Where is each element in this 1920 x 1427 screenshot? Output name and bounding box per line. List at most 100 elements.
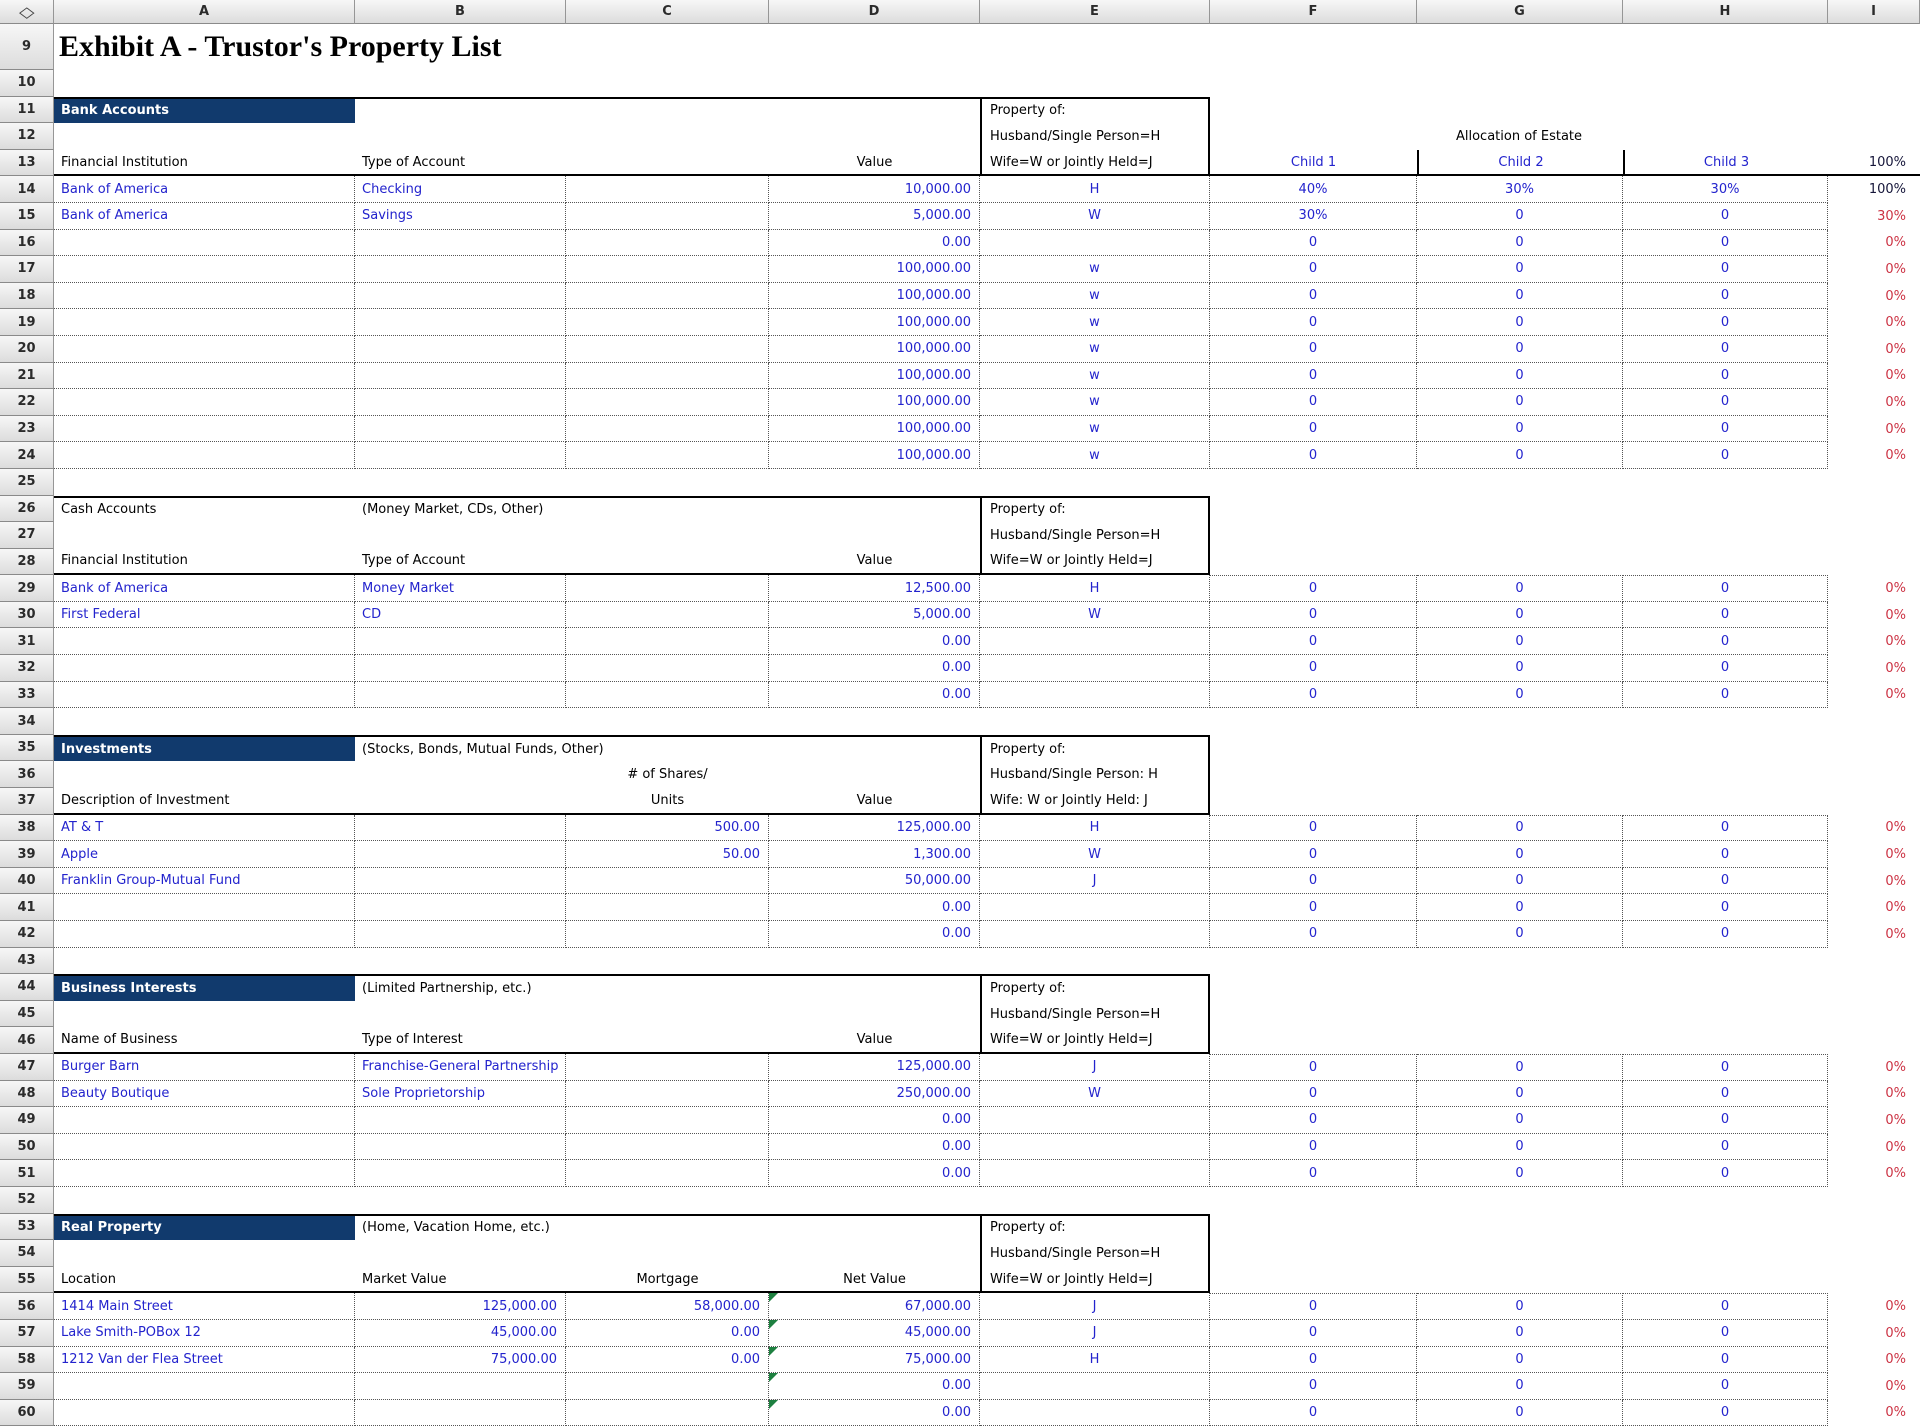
cell-F44[interactable] [1210, 974, 1417, 1001]
row-header-39[interactable]: 39 [0, 841, 54, 868]
cell-D35[interactable] [769, 734, 980, 762]
cell-F36[interactable] [1210, 761, 1417, 788]
cell-I56[interactable]: 0% [1885, 1299, 1906, 1315]
cell-C30[interactable] [566, 601, 769, 629]
cell-B13[interactable]: Type of Account [355, 150, 566, 177]
row-header-55[interactable]: 55 [0, 1266, 54, 1294]
cell-B51[interactable] [355, 1160, 566, 1187]
cell-C34[interactable] [566, 708, 769, 735]
cell-F31[interactable]: 0 [1210, 628, 1417, 656]
cell-E46[interactable]: Wife=W or Jointly Held=J [980, 1027, 1210, 1054]
cell-B19[interactable] [355, 309, 566, 336]
cell-C28[interactable] [566, 549, 769, 576]
cell-F23[interactable]: 0 [1210, 415, 1417, 443]
cell-E44[interactable]: Property of: [980, 974, 1210, 1001]
cell-B32[interactable] [355, 655, 566, 682]
cell-A41[interactable] [54, 894, 355, 921]
cell-F18[interactable]: 0 [1210, 282, 1417, 310]
cell-A58[interactable]: 1212 Van der Flea Street [54, 1346, 355, 1374]
cell-F60[interactable]: 0 [1210, 1399, 1417, 1427]
cell-H15[interactable]: 0 [1623, 202, 1828, 230]
cell-H41[interactable]: 0 [1623, 894, 1828, 921]
cell-D20[interactable]: 100,000.00 [769, 335, 980, 363]
cell-I39[interactable]: 0% [1885, 847, 1906, 863]
cell-I34[interactable] [1828, 708, 1920, 735]
cell-B31[interactable] [355, 628, 566, 656]
cell-F58[interactable]: 0 [1210, 1346, 1417, 1374]
cell-B33[interactable] [355, 681, 566, 709]
cell-H51[interactable]: 0 [1623, 1160, 1828, 1187]
row-header-56[interactable]: 56 [0, 1293, 54, 1320]
cell-C56[interactable]: 58,000.00 [566, 1293, 769, 1320]
cell-A47[interactable]: Burger Barn [54, 1053, 355, 1081]
cell-I57[interactable]: 0% [1885, 1325, 1906, 1341]
cell-E25[interactable] [980, 469, 1210, 496]
row-header-26[interactable]: 26 [0, 495, 54, 523]
cell-B46[interactable]: Type of Interest [355, 1027, 566, 1054]
cell-C55[interactable]: Mortgage [566, 1267, 769, 1294]
cell-G47[interactable]: 0 [1417, 1053, 1623, 1081]
cell-A39[interactable]: Apple [54, 841, 355, 868]
cell-E42[interactable] [980, 921, 1210, 948]
cell-H37[interactable] [1623, 788, 1828, 815]
cell-A52[interactable] [54, 1187, 355, 1214]
cell-G44[interactable] [1417, 974, 1623, 1001]
cell-A44[interactable]: Business Interests [54, 974, 355, 1001]
cell-B25[interactable] [355, 469, 566, 496]
cell-E22[interactable]: w [980, 389, 1210, 416]
cell-H57[interactable]: 0 [1623, 1319, 1828, 1347]
cell-C54[interactable] [566, 1240, 769, 1267]
cell-I14[interactable]: 100% [1868, 182, 1906, 198]
row-header-16[interactable]: 16 [0, 229, 54, 257]
cell-E53[interactable]: Property of: [980, 1213, 1210, 1241]
cell-E40[interactable]: J [980, 867, 1210, 895]
cell-H29[interactable]: 0 [1623, 575, 1828, 602]
cell-F38[interactable]: 0 [1210, 814, 1417, 842]
cell-A14[interactable]: Bank of America [54, 176, 355, 203]
cell-H44[interactable] [1623, 974, 1828, 1001]
cell-C38[interactable]: 500.00 [566, 814, 769, 842]
cell-I16[interactable]: 0% [1885, 235, 1906, 251]
cell-D14[interactable]: 10,000.00 [769, 176, 980, 203]
cell-F39[interactable]: 0 [1210, 841, 1417, 868]
column-header-E[interactable]: E [980, 0, 1210, 24]
cell-E50[interactable] [980, 1133, 1210, 1161]
cell-G15[interactable]: 0 [1417, 202, 1623, 230]
cell-G34[interactable] [1417, 708, 1623, 735]
cell-A55[interactable]: Location [54, 1267, 355, 1294]
cell-E52[interactable] [980, 1187, 1210, 1214]
row-header-25[interactable]: 25 [0, 468, 54, 496]
cell-B39[interactable] [355, 841, 566, 868]
cell-C37[interactable]: Units [566, 788, 769, 815]
cell-A51[interactable] [54, 1160, 355, 1187]
cell-C11[interactable] [566, 96, 769, 124]
cell-E47[interactable]: J [980, 1053, 1210, 1081]
cell-H17[interactable]: 0 [1623, 256, 1828, 283]
row-header-34[interactable]: 34 [0, 708, 54, 735]
cell-B59[interactable] [355, 1373, 566, 1400]
row-header-45[interactable]: 45 [0, 1000, 54, 1028]
cell-E57[interactable]: J [980, 1319, 1210, 1347]
cell-F21[interactable]: 0 [1210, 362, 1417, 390]
cell-E34[interactable] [980, 708, 1210, 735]
cell-F13[interactable]: Child 1 [1210, 150, 1417, 177]
cell-I32[interactable]: 0% [1885, 660, 1906, 676]
cell-B10[interactable] [355, 70, 566, 97]
cell-D51[interactable]: 0.00 [769, 1160, 980, 1187]
row-header-27[interactable]: 27 [0, 522, 54, 549]
cell-G36[interactable] [1417, 761, 1623, 788]
cell-C22[interactable] [566, 389, 769, 416]
row-header-30[interactable]: 30 [0, 601, 54, 629]
cell-E60[interactable] [980, 1399, 1210, 1427]
cell-A10[interactable] [54, 70, 355, 97]
cell-G33[interactable]: 0 [1417, 681, 1623, 709]
cell-C41[interactable] [566, 894, 769, 921]
cell-H52[interactable] [1623, 1187, 1828, 1214]
cell-B11[interactable] [355, 96, 566, 124]
row-header-43[interactable]: 43 [0, 947, 54, 975]
cell-F15[interactable]: 30% [1210, 202, 1417, 230]
cell-I60[interactable]: 0% [1885, 1405, 1906, 1421]
row-header-19[interactable]: 19 [0, 309, 54, 336]
cell-D33[interactable]: 0.00 [769, 681, 980, 709]
cell-E20[interactable]: w [980, 335, 1210, 363]
